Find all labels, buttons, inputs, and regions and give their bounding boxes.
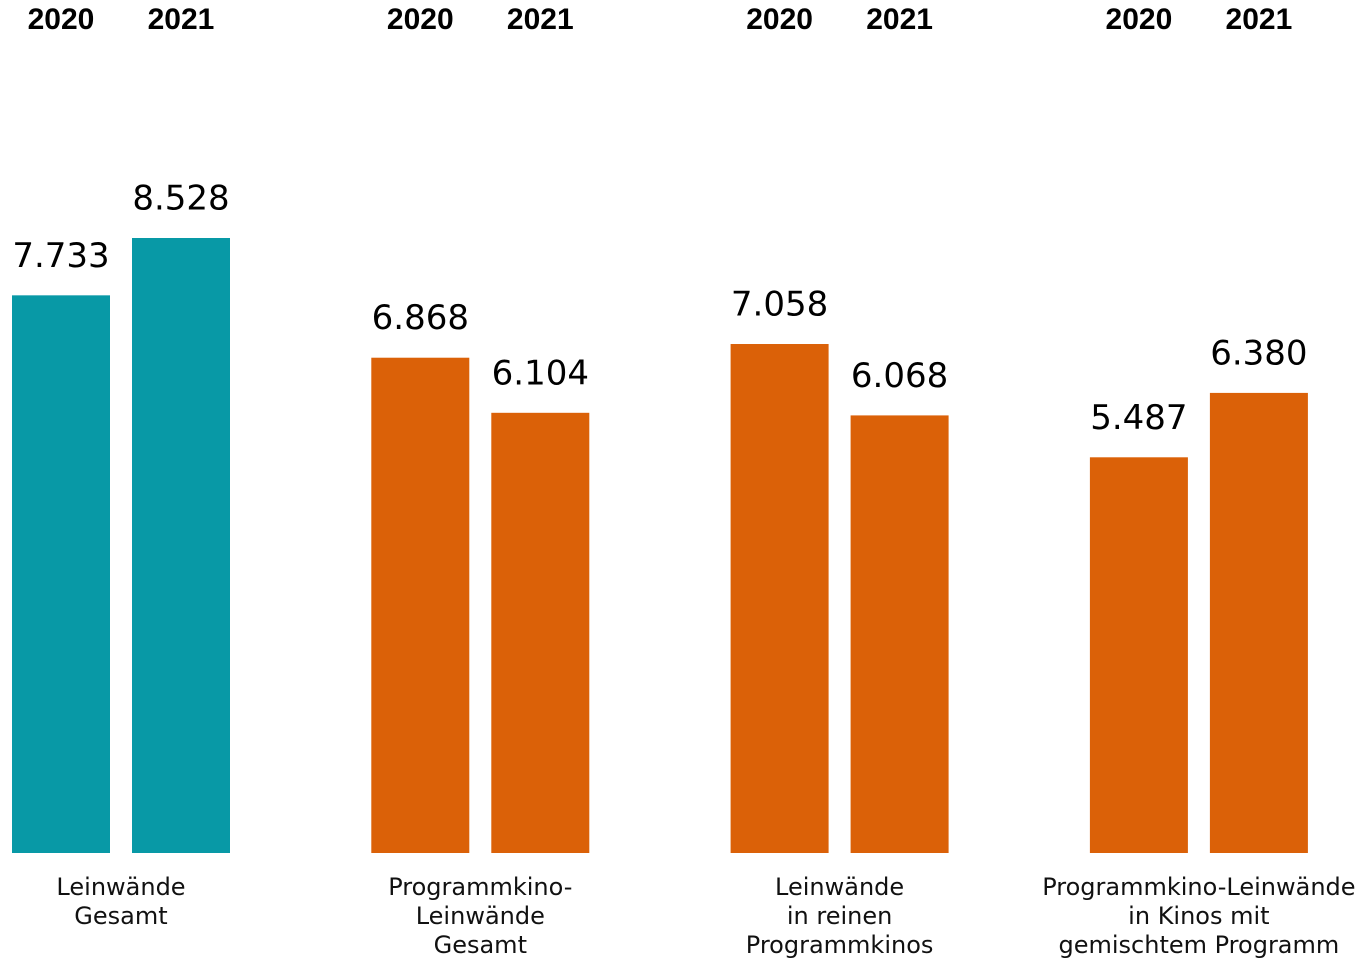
value-label: 7.058	[731, 285, 828, 325]
value-label: 6.380	[1210, 333, 1307, 373]
category-label: Leinwände Gesamt	[56, 873, 186, 930]
bar	[850, 415, 949, 853]
series-label: 2020	[28, 3, 95, 36]
series-label: 2021	[507, 3, 574, 36]
bar	[1209, 392, 1308, 853]
bar	[491, 412, 590, 853]
series-label: 2020	[746, 3, 813, 36]
series-label: 2020	[1106, 3, 1173, 36]
category-label: Programmkino- Leinwände Gesamt	[388, 873, 573, 959]
category-label: Programmkino-Leinwände in Kinos mit gemi…	[1042, 873, 1356, 959]
series-label: 2021	[148, 3, 215, 36]
value-label: 6.868	[372, 298, 469, 338]
value-label: 6.104	[492, 353, 589, 393]
bar	[1089, 457, 1188, 853]
value-label: 5.487	[1090, 398, 1187, 438]
series-label: 2020	[387, 3, 454, 36]
series-label: 2021	[866, 3, 933, 36]
category-label: Leinwände in reinen Programmkinos	[745, 873, 934, 959]
bar	[132, 238, 230, 853]
bar	[730, 344, 829, 853]
value-label: 8.528	[132, 179, 229, 219]
value-label: 7.733	[12, 236, 109, 276]
bar	[371, 357, 470, 853]
value-label: 6.068	[851, 356, 948, 396]
series-label: 2021	[1226, 3, 1293, 36]
bar	[12, 295, 110, 853]
